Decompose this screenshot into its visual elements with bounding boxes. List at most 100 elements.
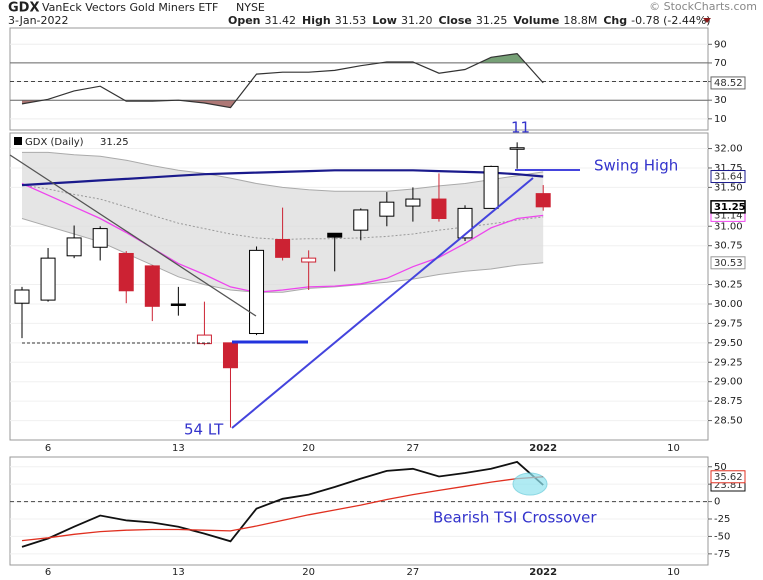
y-tick-label: 30	[714, 95, 727, 106]
x-tick-label: 13	[172, 443, 185, 454]
candle-body	[379, 201, 395, 217]
legend-label: GDX (Daily)	[25, 137, 84, 148]
x-tick-label: 27	[407, 567, 420, 578]
annotation-shapes	[9, 154, 580, 496]
legend-swatch	[14, 137, 22, 145]
x-tick-label: 2022	[529, 443, 557, 454]
up-trend-line	[231, 177, 534, 429]
candle-body	[301, 257, 317, 263]
x-tick-label: 20	[302, 567, 315, 578]
y-tick-label: 29.75	[714, 318, 743, 329]
quote-label: Chg	[603, 14, 627, 27]
annotation: 54 LT	[184, 421, 224, 439]
y-tick-label: 70	[714, 58, 727, 69]
annotation: 11	[511, 119, 530, 137]
y-tick-label: 90	[714, 39, 727, 50]
quote-value: 31.25	[476, 14, 508, 27]
value-tag-box	[710, 200, 746, 214]
value-tag: 23.81	[714, 480, 743, 491]
band-lower	[21, 218, 544, 293]
y-tick-label: 31.50	[714, 182, 743, 193]
x-tick-label: 10	[667, 443, 680, 454]
candle-body	[327, 232, 343, 238]
candle-body	[509, 147, 525, 150]
value-tag: 31.14	[714, 210, 743, 221]
quote-label: Low	[372, 14, 397, 27]
layers: 90 70 50 30 10 48.52 32.00 31.75 31.50 31.00 30.75…	[10, 39, 746, 578]
x-tick-label: 13	[172, 567, 185, 578]
candle-body	[144, 265, 160, 307]
quote-label: Volume	[513, 14, 559, 27]
tsi-panel	[9, 456, 709, 566]
moving-average	[21, 182, 544, 293]
y-tick-label: 31.00	[714, 221, 743, 232]
y-tick-label: 50	[714, 462, 727, 473]
quote-value: 18.8M	[563, 14, 597, 27]
moving-average	[21, 169, 544, 187]
x-tick-label: 6	[45, 443, 51, 454]
x-tick-label: 27	[407, 443, 420, 454]
credit: © StockCharts.com	[649, 0, 757, 13]
candle-body	[170, 303, 186, 306]
price-panel	[9, 132, 709, 441]
quote: Open 31.42 High 31.53 Low 31.20 Close 31.25 Volu…	[228, 14, 711, 27]
quote-value: 31.53	[335, 14, 367, 27]
value-tag: 30.53	[714, 258, 743, 269]
candle-body	[431, 198, 447, 219]
quote-label: Close	[438, 14, 471, 27]
symbol: GDX	[8, 1, 39, 16]
trend-line	[9, 154, 257, 317]
y-tick-label: -75	[714, 549, 730, 560]
value-tag: 35.62	[714, 472, 743, 483]
candle-body	[353, 209, 369, 231]
y-tick-label: 29.25	[714, 357, 743, 368]
value-tag: 31.64	[714, 172, 743, 183]
candle-body	[222, 342, 238, 369]
x-tick-label: 10	[667, 567, 680, 578]
exchange: NYSE	[236, 1, 265, 14]
value-tag-box	[710, 170, 746, 184]
annotation: Bearish TSI Crossover	[433, 509, 597, 527]
x-tick-label: 2022	[529, 567, 557, 578]
y-tick-label: 31.75	[714, 163, 743, 174]
date: 3-Jan-2022	[8, 14, 69, 27]
band-middle	[21, 184, 544, 241]
candle-body	[483, 165, 499, 209]
y-tick-label: 32.00	[714, 144, 743, 155]
x-tick-label: 20	[302, 443, 315, 454]
quote-value: 31.42	[265, 14, 297, 27]
y-tick-label: 28.50	[714, 416, 743, 427]
candle-body	[535, 193, 551, 208]
candle-body	[249, 249, 265, 335]
value-tag: 48.52	[714, 78, 743, 89]
candle-body	[405, 198, 421, 207]
x-tick-label: 6	[45, 567, 51, 578]
quote-value: 31.20	[401, 14, 433, 27]
value-tag-box	[710, 256, 746, 270]
candle-body	[92, 228, 108, 248]
security-name: VanEck Vectors Gold Miners ETF	[42, 1, 218, 14]
y-tick-label: 29.50	[714, 338, 743, 349]
y-tick-label: 0	[714, 497, 720, 508]
y-tick-label: 10	[714, 114, 727, 125]
y-tick-label: -25	[714, 514, 730, 525]
y-tick-label: 30.00	[714, 299, 743, 310]
tsi-line	[21, 476, 544, 542]
quote-label: High	[302, 14, 331, 27]
y-tick-label: 28.75	[714, 396, 743, 407]
candle-body	[14, 289, 30, 304]
upper-fill	[22, 53, 544, 63]
quote-value: -0.78 (-2.44%)	[631, 14, 710, 27]
candle-body	[275, 238, 291, 258]
rsi-panel	[9, 27, 709, 131]
tsi-line	[21, 460, 544, 548]
candle-body	[66, 237, 82, 257]
candle-body	[196, 334, 212, 345]
candle-body	[118, 252, 134, 292]
band-upper	[22, 151, 544, 192]
y-tick-label: 30.75	[714, 241, 743, 252]
y-tick-label: 30.25	[714, 280, 743, 291]
rsi-line	[21, 52, 544, 109]
